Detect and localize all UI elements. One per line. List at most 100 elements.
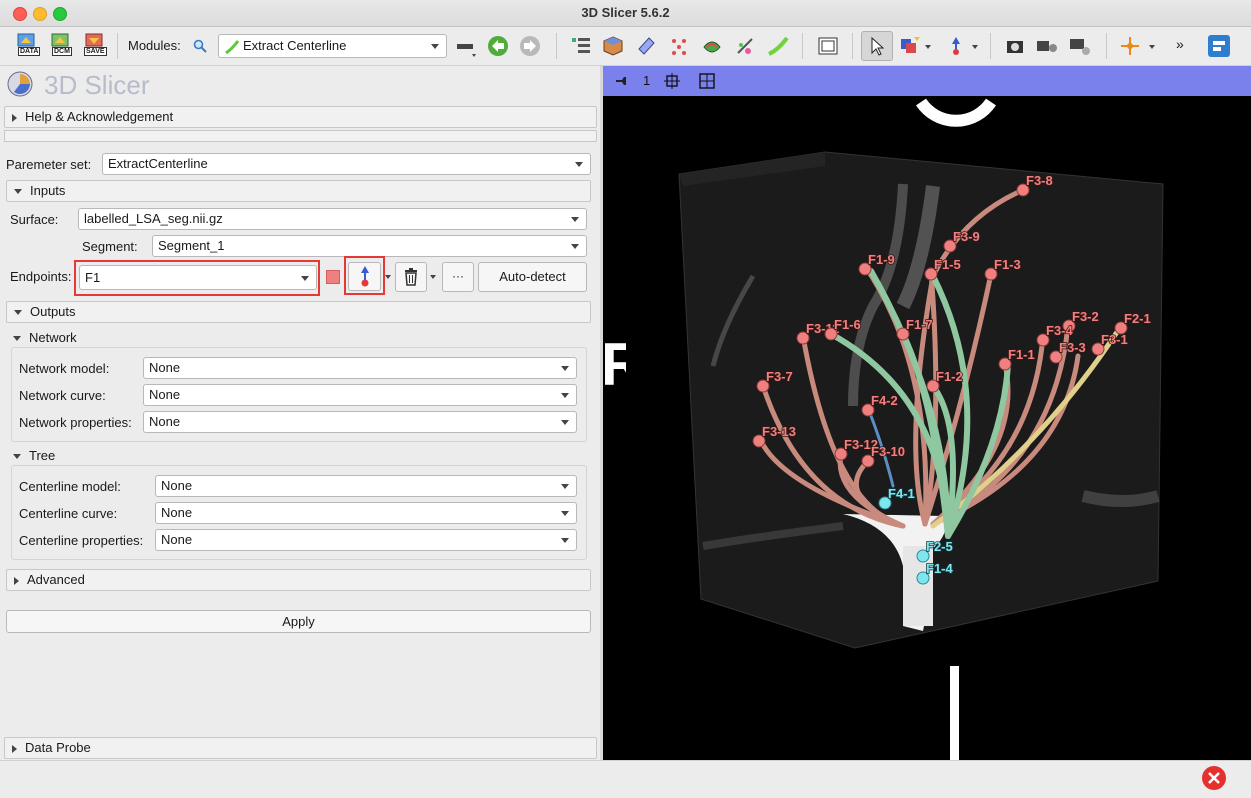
save-button[interactable] [82, 33, 108, 59]
models-module-button[interactable] [633, 33, 659, 59]
close-window-button[interactable] [13, 7, 27, 21]
network-model-selector[interactable]: None [143, 357, 577, 379]
chevron-down-icon[interactable] [972, 45, 978, 49]
endpoint-marker[interactable] [1062, 319, 1076, 333]
network-curve-selector[interactable]: None [143, 384, 577, 406]
endpoint-marker[interactable] [916, 549, 930, 563]
layout-button[interactable] [815, 33, 841, 59]
minimize-window-button[interactable] [33, 7, 47, 21]
segment-editor-button[interactable] [699, 33, 725, 59]
auto-detect-button[interactable]: Auto-detect [478, 262, 587, 292]
delete-icon [405, 268, 417, 286]
endpoint-marker[interactable] [834, 447, 848, 461]
endpoint-marker[interactable] [998, 357, 1012, 371]
apply-button[interactable]: Apply [6, 610, 591, 633]
endpoint-marker[interactable] [916, 571, 930, 585]
chevron-down-icon[interactable] [430, 275, 436, 279]
endpoints-selector[interactable]: F1 [79, 265, 317, 290]
endpoint-marker[interactable] [861, 454, 875, 468]
surface-selector[interactable]: labelled_LSA_seg.nii.gz [78, 208, 587, 230]
endpoint-marker[interactable] [1036, 333, 1050, 347]
volumes-module-button[interactable] [600, 33, 626, 59]
pointer-mode-button[interactable] [861, 31, 893, 61]
extensions-icon [1208, 35, 1230, 57]
endpoint-marker[interactable] [858, 262, 872, 276]
save-icon [85, 33, 103, 47]
toolbar-overflow-button[interactable]: » [1176, 36, 1184, 52]
outputs-section-header[interactable]: Outputs [6, 301, 591, 323]
center-view-icon[interactable] [664, 73, 680, 89]
module-history-button[interactable] [453, 33, 479, 59]
tree-group-header[interactable]: Tree [13, 448, 55, 463]
window-level-button[interactable] [897, 33, 923, 59]
network-properties-selector[interactable]: None [143, 411, 577, 433]
error-log-button[interactable] [1202, 766, 1226, 790]
markups-module-button[interactable] [666, 33, 692, 59]
search-icon[interactable] [193, 39, 207, 53]
markups-icon [672, 39, 686, 55]
endpoint-color-swatch[interactable] [326, 270, 340, 284]
volume-cube-icon [603, 36, 623, 56]
data-icon [17, 33, 35, 47]
panel-splitter[interactable] [600, 66, 603, 760]
delete-points-button[interactable] [395, 262, 427, 292]
advanced-section-header[interactable]: Advanced [6, 569, 591, 591]
crosshair-button[interactable] [1117, 33, 1143, 59]
endpoint-marker[interactable] [896, 327, 910, 341]
endpoint-marker[interactable] [796, 331, 810, 345]
main-toolbar: DATA DCM SAVE Modules: Extract Centerlin… [0, 27, 1251, 66]
apply-label: Apply [282, 614, 315, 629]
inputs-section-header[interactable]: Inputs [6, 180, 591, 202]
segment-selector[interactable]: Segment_1 [152, 235, 587, 257]
endpoint-marker[interactable] [752, 434, 766, 448]
endpoint-marker[interactable] [926, 379, 940, 393]
endpoint-marker[interactable] [924, 267, 938, 281]
crosshair-icon [1121, 37, 1139, 55]
endpoint-marker[interactable] [824, 327, 838, 341]
chevron-down-icon[interactable] [385, 275, 391, 279]
close-error-icon [1208, 772, 1220, 784]
network-group-header[interactable]: Network [13, 330, 77, 345]
extract-centerline-button[interactable] [765, 33, 791, 59]
zoom-window-button[interactable] [53, 7, 67, 21]
data-probe-section-header[interactable]: Data Probe [4, 737, 597, 759]
3d-view[interactable]: F3-8 F3-9 F1-9 F1-5 F1-3 F3-2 F2-1 F3-4 F3-1 F3-3… [603, 66, 1251, 760]
layout-grid-icon[interactable] [699, 73, 715, 89]
chevron-down-icon[interactable] [1149, 45, 1155, 49]
endpoint-marker[interactable] [943, 239, 957, 253]
endpoint-marker[interactable] [1091, 342, 1105, 356]
parameter-set-selector[interactable]: ExtractCenterline [102, 153, 591, 175]
forward-button[interactable] [517, 33, 543, 59]
endpoint-marker[interactable] [984, 267, 998, 281]
segmentations-button[interactable] [732, 33, 758, 59]
endpoint-marker[interactable] [756, 379, 770, 393]
endpoint-marker[interactable] [861, 403, 875, 417]
endpoint-label: F3-7 [766, 369, 793, 384]
module-selector[interactable]: Extract Centerline [218, 34, 447, 58]
place-fiducial-toolbar-button[interactable] [943, 33, 969, 59]
load-dicom-button[interactable] [48, 33, 74, 59]
centerline-properties-selector[interactable]: None [155, 529, 577, 551]
scene-view-button[interactable] [1034, 33, 1060, 59]
back-button[interactable] [485, 33, 511, 59]
scene-restore-button[interactable] [1067, 33, 1093, 59]
load-data-button[interactable] [14, 33, 40, 59]
screenshot-button[interactable] [1002, 33, 1028, 59]
network-group-label: Network [29, 330, 77, 345]
extensions-button[interactable] [1206, 33, 1232, 59]
endpoint-marker[interactable] [1049, 350, 1063, 364]
endpoint-marker[interactable] [878, 496, 892, 510]
endpoint-marker[interactable] [1016, 183, 1030, 197]
more-options-button[interactable]: ··· [442, 262, 474, 292]
chevron-down-icon[interactable] [925, 45, 931, 49]
endpoint-marker[interactable] [1114, 321, 1128, 335]
orientation-marker-i [950, 666, 959, 760]
endpoint-label: F1-6 [834, 317, 861, 332]
centerline-curve-selector[interactable]: None [155, 502, 577, 524]
data-module-button[interactable] [568, 33, 594, 59]
auto-detect-label: Auto-detect [499, 269, 566, 284]
centerline-model-selector[interactable]: None [155, 475, 577, 497]
place-point-button[interactable] [348, 262, 381, 291]
help-section-header[interactable]: Help & Acknowledgement [4, 106, 597, 128]
pin-icon[interactable] [614, 74, 628, 88]
